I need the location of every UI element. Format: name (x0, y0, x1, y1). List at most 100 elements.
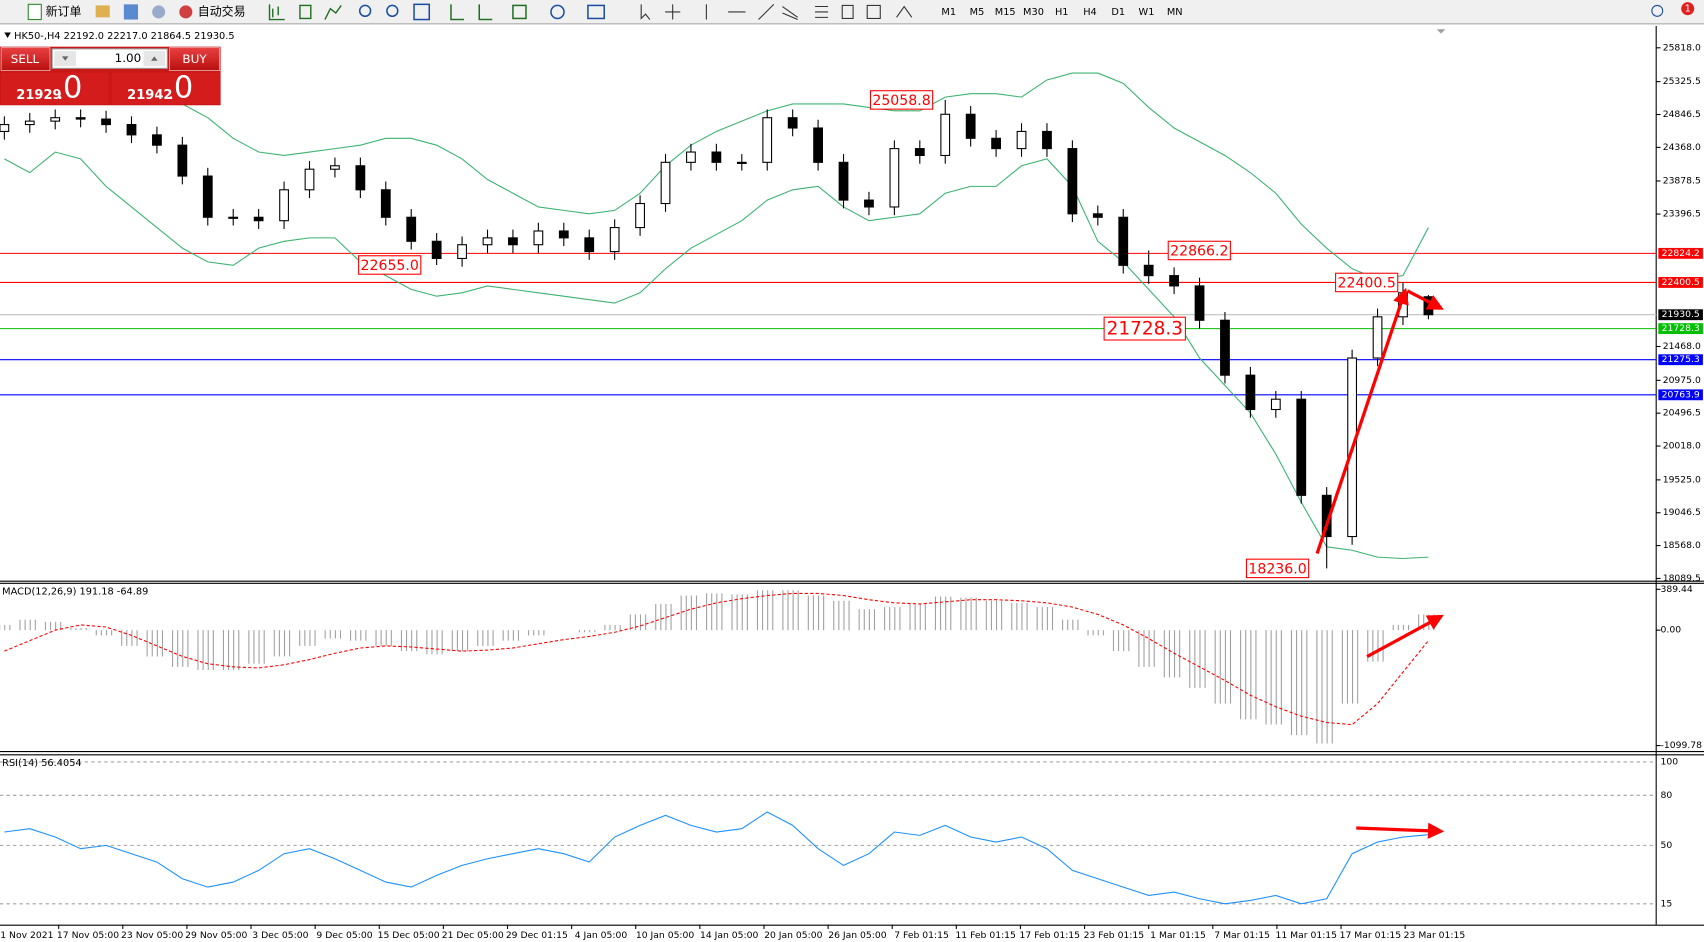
icon[interactable] (152, 5, 166, 19)
sell-digit: 0 (63, 71, 82, 106)
candle-body (686, 151, 696, 163)
fibo-tool[interactable] (815, 5, 829, 18)
trend-arrow (1366, 614, 1444, 659)
candle-body (75, 117, 86, 120)
candle-body (126, 124, 137, 136)
trendline-tool[interactable] (758, 3, 775, 20)
candle-body (304, 168, 315, 191)
x-tick-label: 11 Mar 01:15 (1275, 930, 1337, 941)
timeframe-label[interactable]: M15 (995, 7, 1016, 18)
candle-body (1092, 213, 1103, 218)
label-tool[interactable] (866, 4, 881, 19)
x-tick-label: 14 Jan 05:00 (700, 930, 759, 941)
y-tick-label: 19046.5 (1663, 507, 1701, 518)
scroll-icons[interactable] (450, 4, 493, 21)
buy-button[interactable] (169, 47, 220, 71)
timeframe-button[interactable] (993, 3, 1019, 21)
zoom-out[interactable] (386, 4, 399, 18)
candle-body (152, 134, 162, 146)
timeframe-label[interactable]: M5 (970, 7, 985, 18)
y-tick-label: 80 (1661, 790, 1673, 801)
x-tick-label: 21 Dec 05:00 (442, 930, 504, 941)
timeframe-button[interactable] (1078, 3, 1104, 21)
timeframe-label[interactable]: H1 (1055, 7, 1069, 18)
timeframe-label[interactable]: MN (1167, 7, 1183, 18)
notification-badge[interactable] (1681, 2, 1695, 16)
zoom-in[interactable] (358, 4, 372, 18)
notification-count: 1 (1685, 4, 1691, 15)
timeframe-label[interactable]: D1 (1111, 7, 1125, 18)
timeframe-button[interactable] (1106, 3, 1132, 21)
search[interactable] (1651, 4, 1664, 17)
icon[interactable] (123, 4, 139, 20)
candle-body (1220, 319, 1230, 376)
indicators[interactable] (512, 4, 527, 20)
y-tick-label: 20975.0 (1663, 375, 1701, 386)
icon[interactable] (95, 5, 110, 18)
buy-price-box[interactable] (111, 72, 220, 105)
timeframe-button[interactable] (936, 3, 962, 21)
sell-label[interactable]: SELL (11, 52, 40, 66)
new-order-button[interactable]: 新订单 (46, 3, 82, 18)
candle-body (177, 144, 188, 177)
auto-trading-button[interactable]: 自动交易 (198, 3, 246, 18)
candle-body (1016, 130, 1027, 150)
cursor-tool[interactable] (640, 4, 651, 20)
timeframe-label[interactable]: M1 (941, 7, 956, 18)
candle-body (914, 148, 925, 157)
candle-body (991, 137, 1001, 150)
crosshair-tool[interactable] (665, 4, 681, 20)
candle-body (1245, 374, 1256, 411)
x-tick-label: 4 Jan 05:00 (575, 930, 628, 941)
volume-value[interactable]: 1.00 (115, 51, 142, 65)
periods[interactable] (550, 4, 565, 20)
auto-trading-icon[interactable] (179, 5, 193, 19)
timeframe-button[interactable] (1049, 3, 1075, 21)
y-tick-label: 18568.0 (1663, 540, 1701, 551)
buy-label[interactable]: BUY (182, 52, 207, 66)
x-tick-label: 17 Nov 05:00 (57, 930, 119, 941)
candle-body (787, 117, 798, 129)
trend-arrow (1356, 822, 1445, 839)
timeframe-button[interactable] (1021, 3, 1047, 21)
level-label: 20763.9 (1662, 389, 1700, 400)
sell-price-box[interactable] (1, 72, 109, 105)
shift-marker (1436, 29, 1446, 34)
x-tick-label: 17 Feb 01:15 (1020, 930, 1081, 941)
text-tool[interactable] (841, 4, 854, 19)
volume-field[interactable] (51, 48, 168, 69)
candle-body (380, 189, 391, 218)
sell-point: . (58, 88, 63, 103)
arrow-tool[interactable] (896, 5, 913, 18)
candle-body (1067, 148, 1078, 215)
y-tick-label: 389.44 (1661, 584, 1693, 595)
tile-windows[interactable] (413, 3, 431, 21)
price-annotation-box (1245, 558, 1310, 579)
rsi-title: RSI(14) 56.4054 (2, 758, 81, 769)
timeframe-button[interactable] (1162, 3, 1188, 21)
candle-body (1270, 398, 1281, 411)
timeframe-button[interactable] (965, 3, 991, 21)
channel-tool[interactable] (782, 6, 798, 21)
bar-chart-icon[interactable] (268, 4, 285, 21)
new-order-icon[interactable] (27, 3, 42, 21)
y-tick-label: 23396.5 (1663, 209, 1701, 220)
timeframe-label[interactable]: W1 (1139, 7, 1155, 18)
candle-icon[interactable] (299, 4, 312, 20)
candle-body (1194, 285, 1205, 321)
timeframe-button[interactable] (1134, 3, 1160, 21)
level-label: 22400.5 (1662, 277, 1700, 288)
level-label: 21930.5 (1662, 309, 1700, 320)
x-tick-label: 11 Nov 2021 (0, 930, 54, 941)
timeframe-label[interactable]: M30 (1023, 7, 1044, 18)
x-tick-label: 23 Feb 01:15 (1084, 930, 1145, 941)
trend-arrow (1315, 287, 1409, 554)
timeframe-label[interactable]: H4 (1083, 7, 1097, 18)
trend-arrow (1406, 289, 1444, 310)
sell-button[interactable] (0, 47, 51, 71)
x-tick-label: 7 Feb 01:15 (894, 930, 949, 941)
line-icon[interactable] (324, 5, 342, 20)
bollinger-upper (4, 48, 1429, 280)
templates[interactable] (587, 4, 605, 20)
